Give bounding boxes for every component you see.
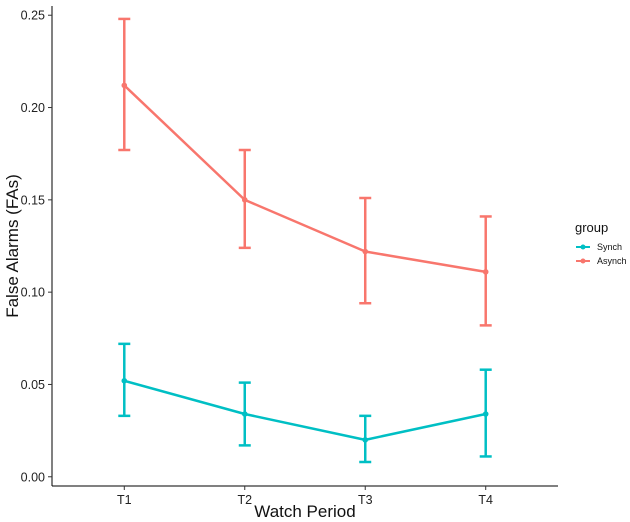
y-axis-ticks: 0.00 0.05 0.10 0.15 0.20 0.25 [21, 9, 52, 484]
legend: group Synch Asynch [575, 220, 627, 266]
x-tick-label: T4 [478, 493, 493, 507]
series-synch [118, 342, 492, 464]
y-tick-label: 0.00 [21, 470, 45, 484]
data-point [362, 437, 369, 443]
data-point [241, 197, 248, 203]
y-tick-label: 0.05 [21, 378, 45, 392]
legend-key-point [580, 244, 586, 250]
y-tick-label: 0.25 [21, 9, 45, 23]
y-tick-label: 0.15 [21, 193, 45, 207]
series-asynch [118, 17, 492, 327]
legend-label: Synch [597, 242, 622, 252]
legend-title: group [575, 220, 608, 235]
x-axis-ticks: T1 T2 T3 T4 [117, 486, 493, 507]
data-point [121, 377, 128, 384]
x-tick-label: T3 [358, 493, 373, 507]
legend-label: Asynch [597, 256, 627, 266]
legend-key-point [580, 258, 586, 264]
data-point [482, 411, 489, 417]
series-line [123, 84, 486, 274]
x-axis-title: Watch Period [254, 502, 355, 521]
data-point [241, 411, 248, 417]
chart-marks [118, 17, 492, 464]
data-point [121, 82, 128, 89]
legend-entry-asynch: Asynch [576, 256, 627, 266]
y-axis-title: False Alarms (FAs) [3, 174, 22, 318]
series-line [123, 379, 486, 442]
data-point [482, 269, 489, 275]
x-tick-label: T1 [117, 493, 132, 507]
y-tick-label: 0.20 [21, 101, 45, 115]
x-tick-label: T2 [237, 493, 252, 507]
y-tick-label: 0.10 [21, 286, 45, 300]
legend-entry-synch: Synch [576, 242, 622, 252]
data-point [362, 248, 369, 255]
